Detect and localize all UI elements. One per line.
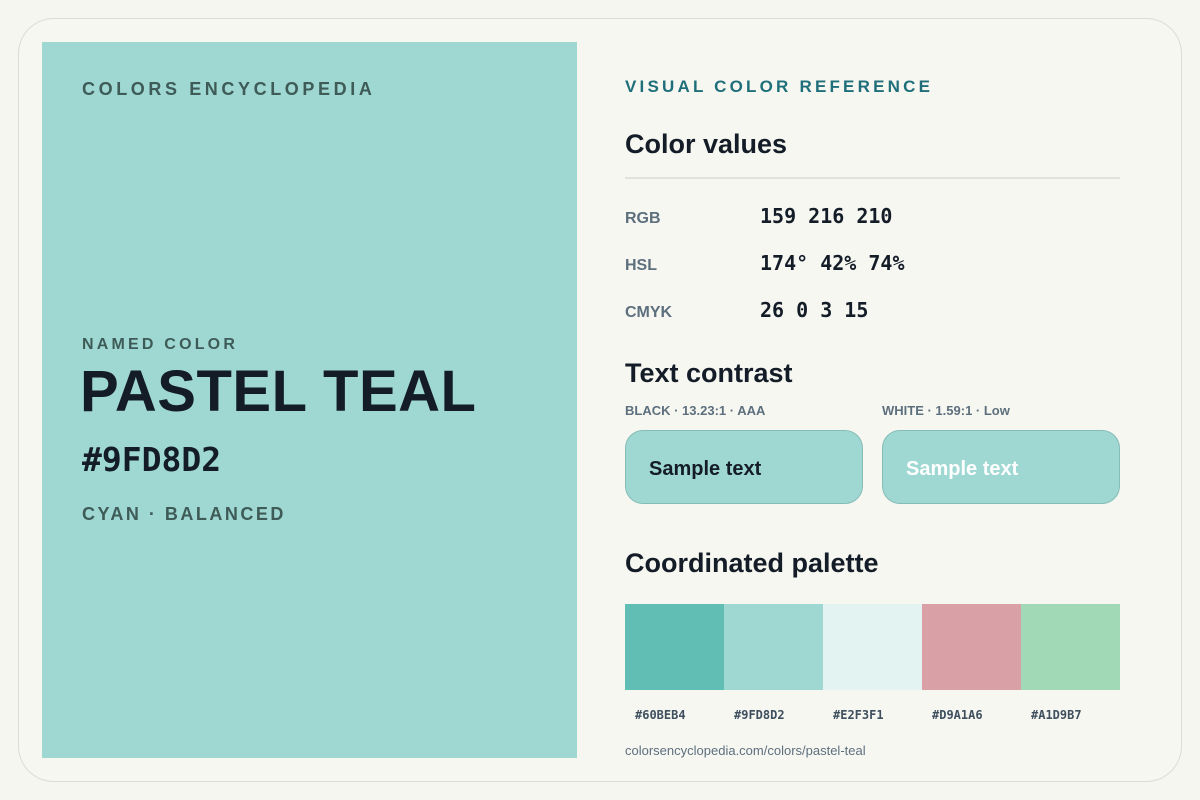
- palette-swatch-4: [922, 604, 1021, 690]
- palette-swatch-3: [823, 604, 922, 690]
- palette-hex-5: #A1D9B7: [1031, 708, 1082, 722]
- value-row-hsl: HSL 174° 42% 74%: [625, 251, 1120, 281]
- palette-swatch-1: [625, 604, 724, 690]
- contrast-sample-white: Sample text: [882, 430, 1120, 504]
- value-row-rgb: RGB 159 216 210: [625, 204, 1120, 234]
- sample-text: Sample text: [906, 458, 1019, 480]
- divider: [625, 177, 1120, 179]
- named-color-label: NAMED COLOR: [82, 336, 239, 353]
- color-swatch-panel: COLORS ENCYCLOPEDIA NAMED COLOR PASTEL T…: [42, 42, 577, 758]
- value-key: RGB: [625, 210, 661, 227]
- palette-hex-3: #E2F3F1: [833, 708, 884, 722]
- palette-swatch-2: [724, 604, 823, 690]
- source-url: colorsencyclopedia.com/colors/pastel-tea…: [625, 743, 866, 758]
- value-text: 174° 42% 74%: [760, 251, 905, 275]
- value-row-cmyk: CMYK 26 0 3 15: [625, 298, 1120, 328]
- palette-heading: Coordinated palette: [625, 548, 879, 578]
- palette-hex-4: #D9A1A6: [932, 708, 983, 722]
- value-key: HSL: [625, 257, 657, 274]
- contrast-label-black: BLACK · 13.23:1 · AAA: [625, 403, 766, 418]
- contrast-label-white: WHITE · 1.59:1 · Low: [882, 403, 1010, 418]
- brand-name: COLORS ENCYCLOPEDIA: [82, 79, 376, 99]
- color-hex: #9FD8D2: [82, 440, 222, 479]
- palette-swatch-5: [1021, 604, 1120, 690]
- color-name: PASTEL TEAL: [80, 359, 477, 424]
- palette-hex-1: #60BEB4: [635, 708, 686, 722]
- reference-panel: VISUAL COLOR REFERENCE Color values RGB …: [625, 0, 1120, 800]
- sample-text: Sample text: [649, 458, 762, 480]
- value-key: CMYK: [625, 304, 673, 321]
- text-contrast-heading: Text contrast: [625, 358, 793, 388]
- color-values-heading: Color values: [625, 129, 788, 159]
- contrast-sample-black: Sample text: [625, 430, 863, 504]
- color-family: CYAN · BALANCED: [82, 504, 286, 524]
- value-text: 26 0 3 15: [760, 298, 869, 322]
- section-kicker: VISUAL COLOR REFERENCE: [625, 77, 934, 96]
- value-text: 159 216 210: [760, 204, 893, 228]
- palette-hex-2: #9FD8D2: [734, 708, 785, 722]
